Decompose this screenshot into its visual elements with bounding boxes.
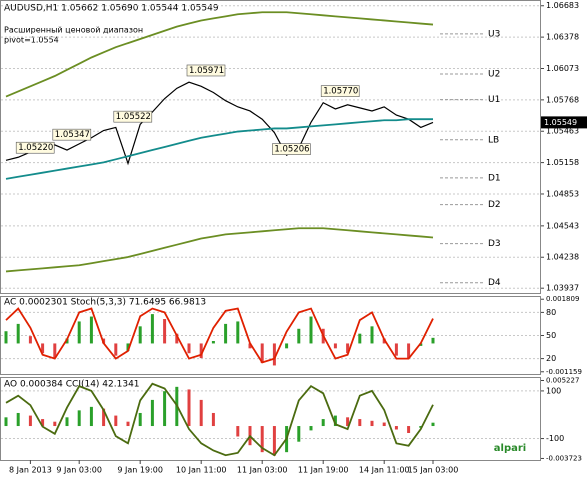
y-tick-label: 1.04853 [546,189,579,198]
price-label: 1.05522 [116,112,151,122]
series-line [5,382,434,457]
y2-tick-label: 0.001809 [546,295,579,303]
panel-title: AC 0.0002301 Stoch(5,3,3) 71.6495 66.981… [4,298,206,308]
price-label-box [272,143,311,155]
series-line [5,227,434,273]
level-label: U3 [488,29,500,39]
y-tick-label: 1.04543 [546,221,579,230]
last-price-label: 1.05549 [544,118,577,127]
price-label: 1.05206 [274,145,309,155]
y-tick-label: 80 [546,308,556,317]
y-tick-label: 1.06683 [546,1,579,10]
x-tick-label: 11 Jan 19:00 [298,466,349,475]
subtitle: pivot=1.0554 [4,36,59,45]
ao-panel [0,377,541,461]
level-label: U2 [488,69,500,79]
price-label-box [186,64,226,77]
y-tick-label: 1.05463 [546,127,579,136]
price-label: 1.05347 [55,130,90,140]
y-tick-label: 20 [546,354,556,363]
y-tick-label: 1.05768 [546,95,579,104]
price-label-box [320,85,360,97]
logo: alpari [494,443,526,454]
y-tick-label: 50 [546,331,556,340]
series-line [5,81,434,166]
level-label: D1 [488,173,501,183]
x-tick-label: 8 Jan 2013 [9,466,52,475]
y-tick-label: 1.06378 [546,33,579,42]
price-label-box [52,128,92,141]
y-tick-label: 1.05158 [546,158,579,167]
x-tick-label: 15 Jan 03:00 [408,466,459,475]
chart-title: AUDUSD,H1 1.05662 1.05690 1.05544 1.0554… [4,4,219,14]
price-label: 1.05770 [323,87,358,97]
x-tick-label: 11 Jan 03:00 [237,466,288,475]
level-label: LB [488,135,499,145]
subtitle: Расширенный ценовой диапазон [4,26,143,35]
x-tick-label: 10 Jan 11:00 [176,466,227,475]
y-tick-label: 100 [546,386,561,395]
price-label: 1.05220 [18,143,53,153]
main-panel [0,0,541,294]
level-label: D3 [488,239,501,249]
y2-tick-label: -0.001159 [546,368,582,376]
level-label: U1 [488,95,500,105]
last-price-box [541,116,587,129]
x-tick-label: 9 Jan 03:00 [56,466,102,475]
y-tick-label: 1.06073 [546,64,579,73]
series-line [5,307,434,364]
x-tick-label: 9 Jan 19:00 [117,466,163,475]
ac-panel [0,296,541,375]
price-label-box [15,141,55,154]
y2-tick-label: 0.005227 [546,377,579,385]
series-line [5,11,434,98]
y-tick-label: 1.03937 [546,284,579,293]
series-line [5,118,433,180]
y-tick-label: -100 [546,434,564,443]
level-label: D2 [488,200,501,210]
x-tick-label: 14 Jan 11:00 [359,466,410,475]
y2-tick-label: -0.003723 [546,454,582,462]
panel-title: AO 0.000384 CCI(14) 42.1341 [4,380,140,390]
price-label: 1.05971 [189,66,224,76]
price-label-box [113,110,153,123]
y-tick-label: 1.04238 [546,253,579,262]
level-label: D4 [488,278,501,288]
